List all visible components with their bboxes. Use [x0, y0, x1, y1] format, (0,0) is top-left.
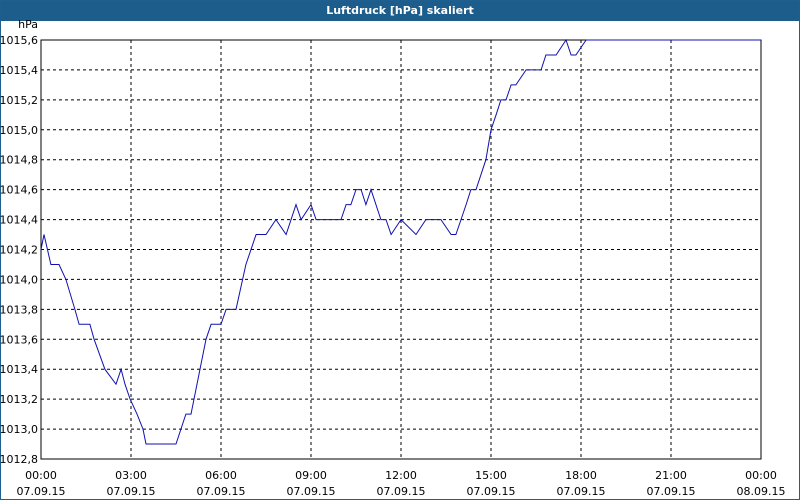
y-tick-label: 1013,8 [0, 303, 38, 316]
x-tick-date-label: 07.09.15 [197, 485, 246, 498]
y-tick-label: 1015,2 [0, 94, 38, 107]
x-tick-date-label: 08.09.15 [737, 485, 786, 498]
y-tick-label: 1014,2 [0, 244, 38, 257]
x-tick-time-label: 15:00 [475, 469, 507, 482]
x-tick-time-label: 03:00 [115, 469, 147, 482]
x-tick-time-label: 21:00 [655, 469, 687, 482]
y-tick-label: 1013,6 [0, 333, 38, 346]
x-tick-time-label: 06:00 [205, 469, 237, 482]
series-line-pressure [40, 38, 761, 445]
x-tick-time-label: 12:00 [385, 469, 417, 482]
y-tick-label: 1014,0 [0, 273, 38, 286]
y-tick-label: 1015,4 [0, 64, 38, 77]
x-tick-date-label: 07.09.15 [107, 485, 156, 498]
y-tick-label: 1015,6 [0, 34, 38, 47]
y-tick-label: 1013,4 [0, 363, 38, 376]
y-tick-label: 1014,6 [0, 184, 38, 197]
y-tick-label: 1013,0 [0, 423, 38, 436]
x-tick-date-label: 07.09.15 [17, 485, 66, 498]
y-tick-label: 1014,8 [0, 154, 38, 167]
chart-title: Luftdruck [hPa] skaliert [1, 1, 799, 21]
y-tick-label: 1013,2 [0, 393, 38, 406]
x-tick-date-label: 07.09.15 [647, 485, 696, 498]
y-tick-label: 1014,4 [0, 214, 38, 227]
grid-lines [41, 40, 761, 459]
y-axis-unit-label: hPa [18, 18, 38, 31]
x-tick-time-label: 00:00 [745, 469, 777, 482]
x-tick-date-label: 07.09.15 [557, 485, 606, 498]
y-axis: 1012,8 1013,0 1013,2 1013,4 1013,6 1013,8 1014… [0, 34, 38, 466]
x-axis: 00:00 07.09.15 03:00 07.09.15 06:00 07.09.15 0… [17, 469, 786, 498]
x-tick-time-label: 00:00 [25, 469, 57, 482]
x-tick-date-label: 07.09.15 [287, 485, 336, 498]
y-tick-label: 1015,0 [0, 124, 38, 137]
x-tick-date-label: 07.09.15 [377, 485, 426, 498]
x-tick-time-label: 09:00 [295, 469, 327, 482]
x-tick-date-label: 07.09.15 [467, 485, 516, 498]
y-tick-label: 1012,8 [0, 453, 38, 466]
x-tick-time-label: 18:00 [565, 469, 597, 482]
